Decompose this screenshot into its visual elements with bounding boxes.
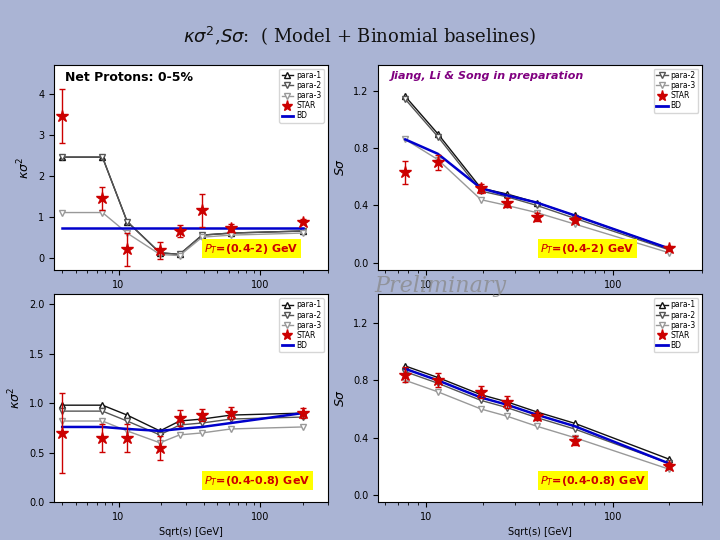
Text: $P_T$=(0.4-0.8) GeV: $P_T$=(0.4-0.8) GeV — [540, 474, 646, 488]
X-axis label: Sqlt(s) [GeV]: Sqlt(s) [GeV] — [509, 295, 571, 305]
Text: Net Protons: 0-5%: Net Protons: 0-5% — [65, 71, 193, 84]
Text: Jiang, Li & Song in preparation: Jiang, Li & Song in preparation — [391, 71, 584, 81]
Legend: para-1, para-2, para-3, STAR, BD: para-1, para-2, para-3, STAR, BD — [279, 69, 324, 123]
Legend: para-1, para-2, para-3, STAR, BD: para-1, para-2, para-3, STAR, BD — [279, 298, 324, 352]
Text: $P_T$=(0.4-0.8) GeV: $P_T$=(0.4-0.8) GeV — [204, 474, 310, 488]
Legend: para-2, para-3, STAR, BD: para-2, para-3, STAR, BD — [654, 69, 698, 113]
Y-axis label: $\kappa\sigma^2$: $\kappa\sigma^2$ — [6, 387, 23, 409]
Text: $P_T$=(0.4-2) GeV: $P_T$=(0.4-2) GeV — [540, 241, 634, 255]
Y-axis label: $S\sigma$: $S\sigma$ — [334, 158, 347, 177]
Text: Preliminary: Preliminary — [374, 275, 507, 298]
X-axis label: Sqrt(s) [GeV]: Sqrt(s) [GeV] — [508, 528, 572, 537]
Text: $\kappa\sigma^2$,$S\sigma$:  ( Model + Binomial baselines): $\kappa\sigma^2$,$S\sigma$: ( Model + Bi… — [184, 24, 536, 47]
Y-axis label: $S\sigma$: $S\sigma$ — [334, 389, 347, 407]
X-axis label: Sqrt(s) [GeV]: Sqrt(s) [GeV] — [159, 295, 222, 305]
X-axis label: Sqrt(s) [GeV]: Sqrt(s) [GeV] — [159, 528, 222, 537]
Text: $P_T$=(0.4-2) GeV: $P_T$=(0.4-2) GeV — [204, 241, 299, 255]
Y-axis label: $\kappa\sigma^2$: $\kappa\sigma^2$ — [16, 156, 32, 179]
Legend: para-1, para-2, para-3, STAR, BD: para-1, para-2, para-3, STAR, BD — [654, 298, 698, 352]
